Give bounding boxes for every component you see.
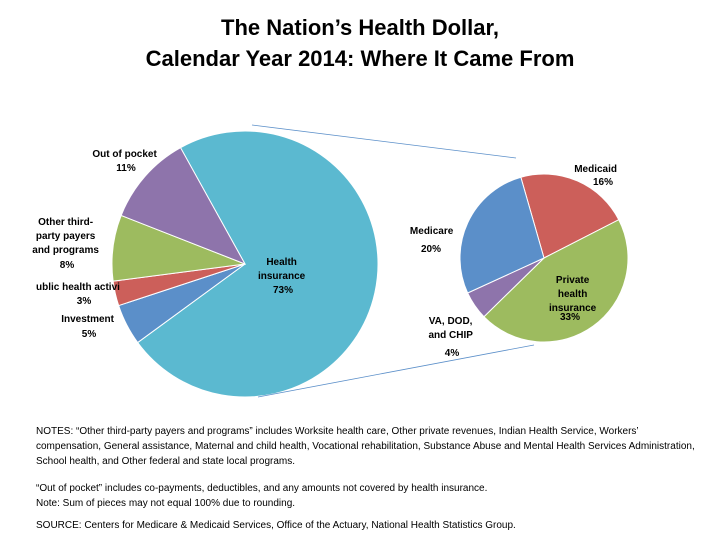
label-private-health-insurance: Private health insurance 33%: [549, 275, 599, 323]
label-other-third-party: Other third- party payers and programs 8…: [32, 217, 101, 271]
pie-slice-medicare: [459, 176, 545, 294]
label-va-dod-chip: VA, DOD, and CHIP 4%: [428, 316, 475, 359]
notes-rounding: Note: Sum of pieces may not equal 100% d…: [36, 498, 296, 509]
label-health-insurance: Health insurance 73%: [258, 257, 308, 296]
chart-title-line-1: The Nation’s Health Dollar,: [221, 15, 499, 40]
label-medicaid: Medicaid 16%: [574, 164, 620, 188]
main-pie: [111, 130, 379, 398]
notes-out-of-pocket: “Out of pocket” includes co-payments, de…: [36, 483, 488, 494]
label-public-health: ublic health activi 3%: [36, 282, 123, 307]
health-insurance-breakdown-pie: [459, 173, 629, 343]
notes-third-party: NOTES: “Other third-party payers and pro…: [36, 426, 695, 467]
pie-slice-out-of-pocket: [120, 147, 247, 265]
pie-slice-medicaid: [520, 173, 620, 259]
connector-line-top: [251, 124, 517, 159]
pie-charts: Out of pocket 11% Other third- party pay…: [32, 124, 629, 398]
label-medicare: Medicare 20%: [410, 226, 456, 255]
label-out-of-pocket: Out of pocket 11%: [92, 149, 159, 174]
chart-title-line-2: Calendar Year 2014: Where It Came From: [145, 46, 575, 71]
notes-source: SOURCE: Centers for Medicare & Medicaid …: [36, 520, 516, 531]
pie-slice-private-health-insurance: [483, 219, 629, 343]
pie-slice-health-insurance: [136, 130, 379, 398]
connector-line-bottom: [257, 344, 535, 398]
label-investment: Investment 5%: [61, 314, 117, 340]
